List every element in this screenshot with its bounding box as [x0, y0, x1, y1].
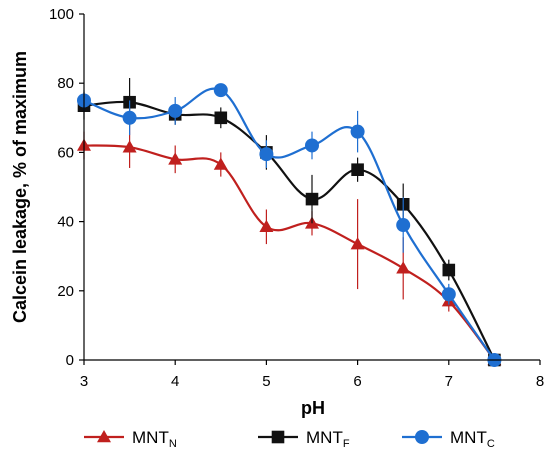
- legend-label-subscript: N: [169, 438, 177, 450]
- data-point: [351, 163, 364, 176]
- data-point: [213, 83, 228, 98]
- data-point: [259, 219, 274, 233]
- series-line: [83, 87, 496, 361]
- legend-label: MNTF: [306, 428, 350, 450]
- legend-item: MNTN: [84, 428, 177, 450]
- data-point: [442, 263, 456, 277]
- x-tick-label: 4: [171, 373, 179, 390]
- y-tick-label: 0: [66, 352, 74, 369]
- x-tick-label: 7: [445, 373, 453, 390]
- legend-marker: [271, 430, 285, 444]
- series-square: [77, 78, 501, 367]
- data-point: [214, 111, 228, 125]
- legend-label-subscript: F: [343, 438, 350, 450]
- data-point: [305, 138, 319, 153]
- data-point: [350, 237, 365, 250]
- data-point: [305, 192, 319, 206]
- x-axis-title: pH: [301, 398, 325, 418]
- y-tick-label: 40: [57, 214, 74, 231]
- y-tick-label: 80: [57, 75, 74, 92]
- data-point: [396, 261, 411, 274]
- y-tick-label: 20: [57, 283, 74, 300]
- data-point: [122, 110, 137, 125]
- y-tick-label: 100: [49, 6, 74, 23]
- data-point: [168, 103, 183, 118]
- x-tick-label: 6: [353, 373, 361, 390]
- legend-label-main: MNT: [132, 428, 169, 447]
- data-point: [396, 218, 411, 233]
- data-point: [213, 157, 228, 170]
- axes: pH Calcein leakage, % of maximum 0 20 40 60…: [10, 6, 544, 418]
- data-point: [259, 147, 274, 162]
- legend-label-main: MNT: [306, 428, 343, 447]
- x-tick-label: 5: [262, 373, 270, 390]
- legend-label-main: MNT: [450, 428, 487, 447]
- data-point: [441, 287, 456, 302]
- data-point: [168, 152, 183, 165]
- legend-label-subscript: C: [487, 438, 495, 450]
- legend-marker: [415, 430, 429, 444]
- legend: MNTN MNTF MNTC: [84, 428, 495, 450]
- series-circle: [77, 83, 502, 367]
- legend-item: MNTC: [402, 428, 495, 450]
- x-tick-label: 8: [536, 373, 544, 390]
- legend-label: MNTN: [132, 428, 177, 450]
- y-tick-label: 60: [57, 144, 74, 161]
- x-tick-label: 3: [80, 373, 88, 390]
- legend-label: MNTC: [450, 428, 495, 450]
- series-line: [83, 100, 496, 361]
- data-point: [350, 124, 365, 139]
- series-triangle: [77, 126, 502, 366]
- series-line: [83, 144, 496, 361]
- y-axis-title: Calcein leakage, % of maximum: [10, 51, 30, 323]
- plot-area: [77, 78, 502, 367]
- legend-item: MNTF: [258, 428, 350, 450]
- legend-marker: [97, 430, 111, 443]
- data-point: [122, 140, 137, 153]
